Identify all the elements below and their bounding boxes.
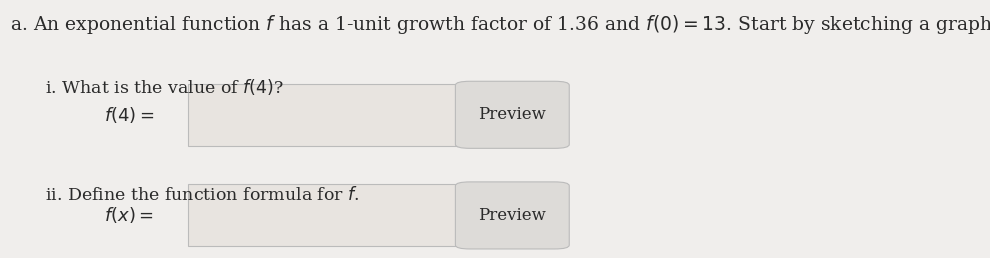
Text: $f(4) =$: $f(4) =$ bbox=[104, 105, 154, 125]
Text: ii. Define the function formula for $f$.: ii. Define the function formula for $f$. bbox=[45, 186, 359, 204]
Text: $f(x) =$: $f(x) =$ bbox=[104, 205, 153, 225]
FancyBboxPatch shape bbox=[455, 81, 569, 148]
FancyBboxPatch shape bbox=[188, 84, 460, 146]
Text: Preview: Preview bbox=[478, 106, 546, 123]
FancyBboxPatch shape bbox=[455, 182, 569, 249]
Text: i. What is the value of $f(4)$?: i. What is the value of $f(4)$? bbox=[45, 77, 283, 98]
FancyBboxPatch shape bbox=[188, 184, 460, 246]
Text: Preview: Preview bbox=[478, 207, 546, 224]
Text: a. An exponential function $f$ has a 1-unit growth factor of 1.36 and $f(0) = 13: a. An exponential function $f$ has a 1-u… bbox=[10, 13, 990, 36]
